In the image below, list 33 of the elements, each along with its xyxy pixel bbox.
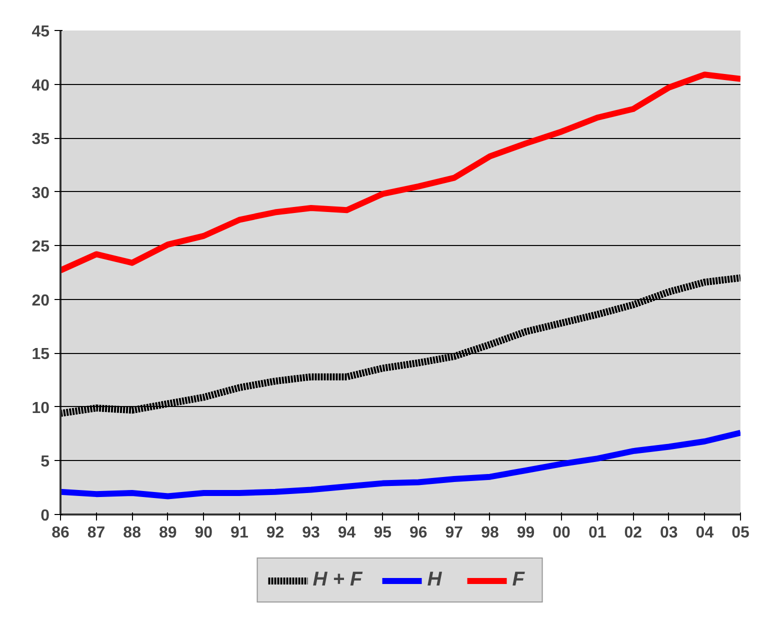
legend-label: H + F <box>312 568 362 592</box>
x-tick-label: 89 <box>158 524 177 542</box>
y-tick-label: 20 <box>32 292 50 310</box>
x-tick-label: 88 <box>123 524 142 542</box>
y-tick-label: 5 <box>40 454 50 471</box>
x-tick-label: 03 <box>660 524 678 542</box>
y-tick-label: 25 <box>32 238 50 256</box>
x-tick-label: 98 <box>481 524 499 542</box>
x-tick-label: 86 <box>52 524 70 542</box>
legend-label: H <box>427 568 443 592</box>
y-tick-label: 0 <box>40 508 50 524</box>
x-tick-label: 04 <box>696 524 714 542</box>
x-tick-label: 97 <box>445 524 464 542</box>
x-tick-label: 99 <box>516 524 535 542</box>
y-tick-label: 30 <box>32 184 50 202</box>
x-tick-label: 96 <box>409 524 428 542</box>
legend-label: F <box>512 568 526 592</box>
y-tick-label: 15 <box>32 346 50 364</box>
x-tick-label: 94 <box>338 524 356 542</box>
x-tick-label: 90 <box>194 524 213 542</box>
x-tick-label: 87 <box>87 524 106 542</box>
x-tick-label: 91 <box>230 524 248 542</box>
x-tick-label: 92 <box>266 524 284 542</box>
y-tick-label: 40 <box>32 77 50 94</box>
y-tick-label: 45 <box>32 24 50 40</box>
x-tick-label: 00 <box>552 524 571 542</box>
x-tick-label: 93 <box>302 524 320 542</box>
y-tick-label: 35 <box>32 131 50 148</box>
x-tick-label: 01 <box>588 524 606 542</box>
x-tick-label: 02 <box>624 524 642 542</box>
x-tick-label: 05 <box>732 524 750 542</box>
y-tick-label: 10 <box>32 400 50 417</box>
x-tick-label: 95 <box>374 524 392 542</box>
